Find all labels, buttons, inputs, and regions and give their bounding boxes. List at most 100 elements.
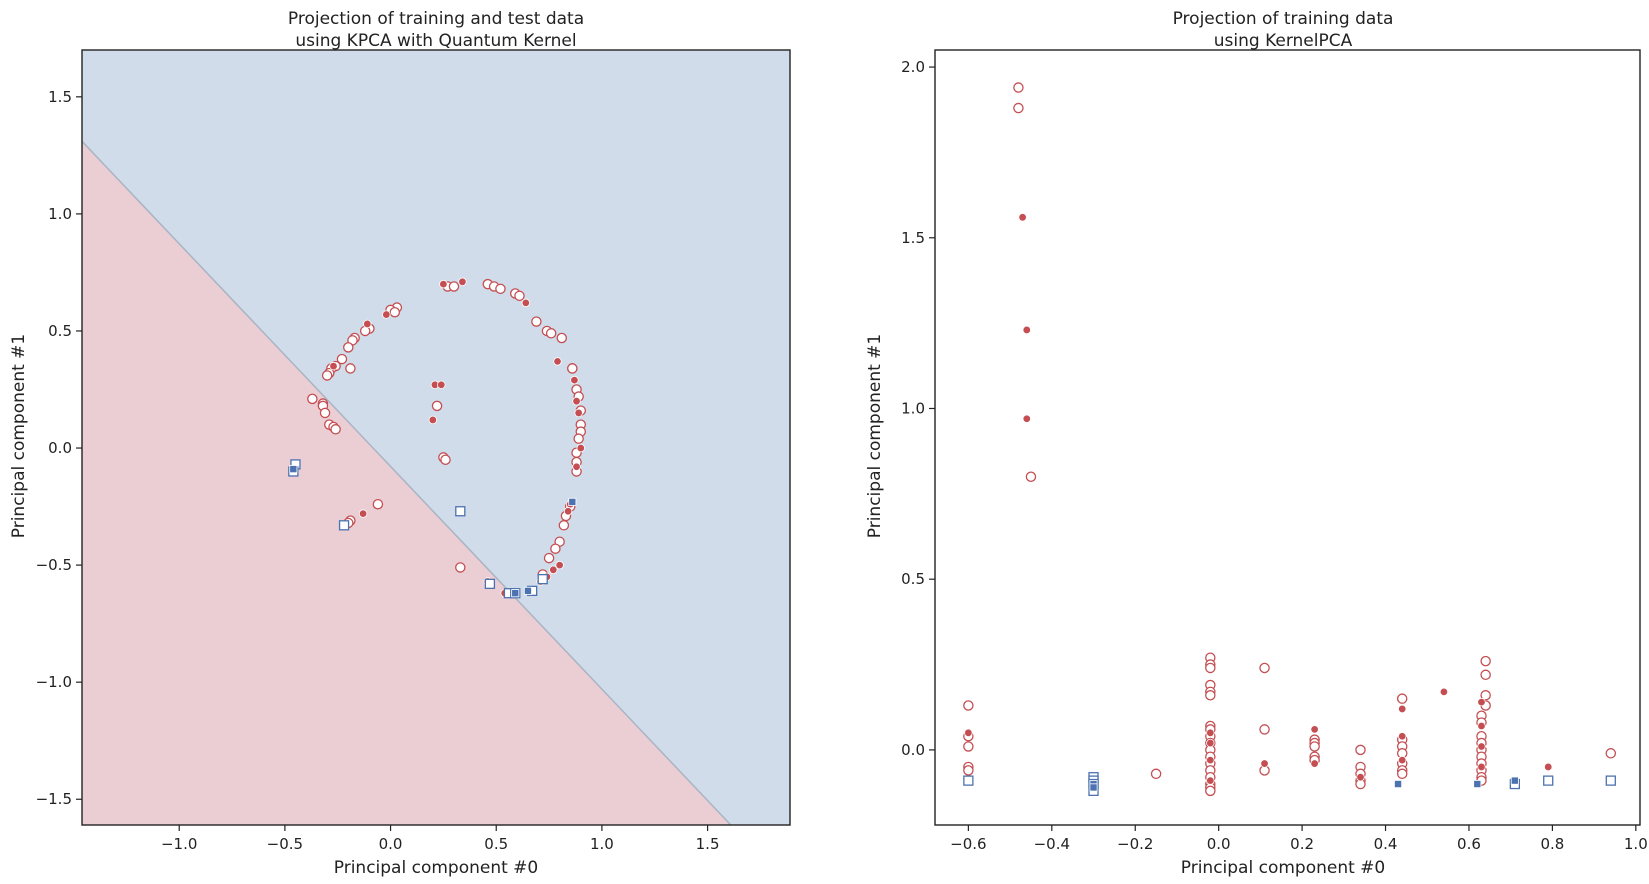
right-point-circle-open [1150, 768, 1162, 780]
left-point-circle-filled [458, 277, 467, 286]
left-point-circle-open [567, 363, 578, 374]
right-point-circle-open [1013, 102, 1024, 114]
left-chart-title-line2: using KPCA with Quantum Kernel [295, 31, 576, 51]
left-point-circle-filled [363, 319, 372, 329]
left-y-tick-label: −0.5 [36, 556, 72, 574]
right-point-circle-filled [1544, 762, 1553, 772]
right-point-circle-open [1205, 662, 1216, 674]
right-plot-background [935, 50, 1640, 825]
left-point-circle-filled [437, 380, 446, 390]
left-x-tick-label: 0.0 [379, 835, 403, 853]
left-x-tick-label: −1.0 [161, 835, 197, 853]
right-point-circle-open [963, 700, 974, 711]
right-x-ticks: −0.6 −0.4 −0.2 0.0 0.2 0.4 0.6 0.8 1.0 [950, 825, 1648, 853]
left-y-tick-label: 0.0 [48, 439, 72, 457]
left-point-circle-open [448, 281, 460, 292]
left-point-circle-open [545, 328, 557, 339]
right-point-circle-filled [1310, 725, 1319, 734]
left-point-circle-open [431, 400, 443, 412]
right-x-tick-label: −0.4 [1034, 835, 1070, 853]
left-point-circle-open [336, 353, 348, 365]
right-x-axis-label: Principal component #0 [1181, 858, 1385, 878]
left-point-circle-open [440, 454, 451, 465]
right-point-circle-open [1480, 655, 1491, 667]
right-point-circle-filled [1260, 759, 1269, 768]
left-point-circle-open [389, 306, 401, 318]
left-point-circle-filled [572, 462, 581, 471]
left-x-axis-label: Principal component #0 [334, 858, 538, 878]
right-x-tick-label: 0.6 [1457, 835, 1481, 853]
right-y-tick-label: 0.5 [901, 570, 925, 588]
right-point-circle-filled [1206, 776, 1215, 785]
left-point-circle-filled [382, 310, 391, 319]
left-y-tick-label: −1.0 [36, 673, 72, 691]
right-chart-title-line2: using KernelPCA [1214, 31, 1353, 51]
right-point-square-filled [1473, 780, 1482, 789]
left-point-square-open [338, 520, 350, 531]
left-point-square-open [537, 574, 548, 585]
right-point-circle-open [1480, 669, 1491, 681]
right-point-square-filled [1394, 780, 1403, 789]
left-point-circle-open [543, 552, 555, 564]
left-x-tick-label: 0.5 [484, 835, 508, 853]
right-x-tick-label: −0.6 [950, 835, 986, 853]
left-point-circle-open [495, 283, 506, 295]
right-point-circle-open [1205, 785, 1216, 797]
right-point-circle-filled [1398, 732, 1407, 741]
right-y-tick-label: 1.0 [901, 399, 925, 417]
left-x-tick-label: −0.5 [267, 835, 303, 853]
right-point-circle-filled [1310, 759, 1319, 768]
left-point-circle-filled [572, 397, 581, 406]
left-y-axis-label: Principal component #1 [9, 334, 29, 538]
right-point-circle-open [1259, 724, 1270, 735]
chart-right: Projection of training data using Kernel… [865, 9, 1648, 878]
left-point-circle-open [514, 290, 525, 302]
left-point-square-open [455, 506, 466, 517]
right-point-circle-filled [1206, 738, 1215, 748]
left-plot-frame [81, 49, 791, 826]
left-point-circle-open [455, 562, 466, 573]
right-y-axis-label: Principal component #1 [865, 334, 885, 538]
left-point-circle-filled [563, 507, 573, 516]
chart-left: Projection of training and test data usi… [9, 9, 791, 878]
right-chart-title-line1: Projection of training data [1173, 9, 1394, 29]
right-point-circle-open [1355, 744, 1366, 756]
right-point-circle-open [963, 765, 974, 776]
right-point-circle-filled [1477, 721, 1486, 731]
right-point-square-filled [1510, 776, 1519, 785]
left-point-circle-filled [521, 298, 531, 308]
right-point-circle-open [1396, 693, 1408, 704]
left-point-circle-open [307, 393, 318, 405]
right-x-tick-label: 0.8 [1540, 835, 1564, 853]
left-point-square-open [484, 578, 496, 589]
right-point-circle-filled [1477, 742, 1486, 751]
right-point-circle-filled [1477, 697, 1486, 707]
left-chart-title-line1: Projection of training and test data [288, 9, 584, 29]
right-plot-frame [934, 49, 1641, 826]
left-point-circle-filled [549, 565, 558, 574]
right-point-circle-filled [1439, 687, 1449, 697]
left-point-circle-open [345, 363, 356, 374]
left-point-square-filled [568, 497, 577, 506]
right-y-ticks: 0.0 0.5 1.0 1.5 2.0 [901, 58, 935, 759]
right-point-square-open [1605, 775, 1616, 786]
right-point-circle-open [1605, 748, 1617, 759]
left-y-tick-label: 1.5 [48, 88, 72, 106]
right-x-tick-label: 0.2 [1290, 835, 1314, 853]
right-x-tick-label: 0.4 [1374, 835, 1398, 853]
left-point-circle-filled [428, 415, 438, 425]
left-point-circle-filled [329, 361, 338, 371]
left-point-circle-open [321, 370, 333, 381]
right-point-circle-filled [1477, 762, 1486, 772]
left-x-ticks: −1.0 −0.5 0.0 0.5 1.0 1.5 [161, 825, 720, 853]
right-point-circle-open [1013, 82, 1024, 93]
left-point-circle-filled [555, 560, 564, 570]
right-point-circle-filled [1206, 755, 1215, 765]
right-point-circle-open [1309, 741, 1320, 752]
left-point-circle-open [550, 543, 561, 554]
right-point-circle-open [1396, 768, 1408, 780]
left-point-circle-filled [553, 357, 562, 366]
right-point-circle-filled [1356, 773, 1365, 782]
left-point-square-filled [511, 589, 520, 598]
